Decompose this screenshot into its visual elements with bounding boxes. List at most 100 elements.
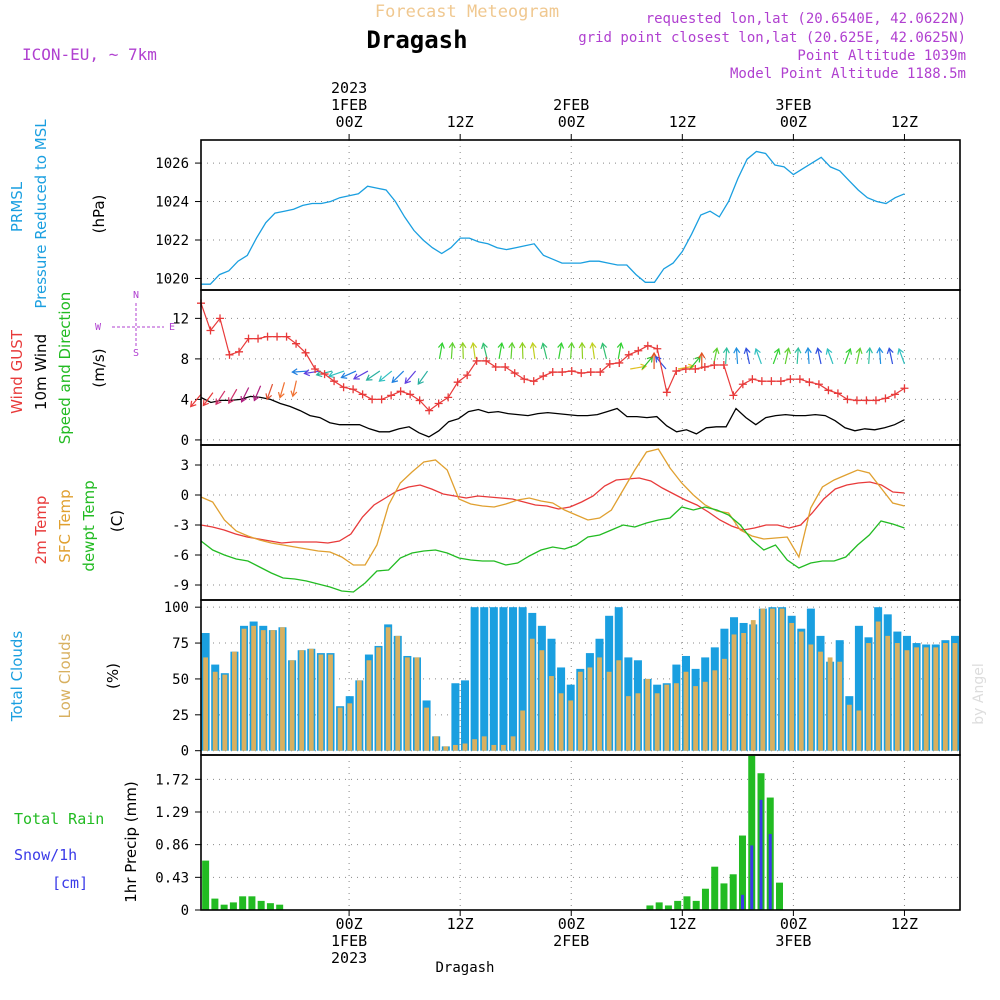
wind-arrow bbox=[279, 382, 286, 398]
low-cloud-bar bbox=[789, 622, 795, 751]
gust-marker bbox=[786, 375, 795, 384]
gust-marker bbox=[596, 368, 605, 377]
gust-marker bbox=[615, 358, 624, 367]
gust-marker bbox=[624, 350, 633, 359]
rain-bar bbox=[748, 755, 756, 910]
low-cloud-bar bbox=[520, 710, 526, 751]
precip-ytick-label: 0.86 bbox=[155, 838, 189, 854]
clouds-ytick-label: 50 bbox=[172, 672, 189, 688]
wind-arrow-head bbox=[290, 390, 298, 398]
low-cloud-bar bbox=[808, 644, 814, 751]
wind-arrow-head bbox=[459, 341, 467, 349]
wind-arrow-head bbox=[352, 373, 360, 380]
gust-marker bbox=[453, 378, 462, 387]
wind-arrow-head bbox=[557, 341, 565, 349]
low-cloud-bar bbox=[232, 651, 237, 751]
low-cloud-bar bbox=[606, 671, 612, 751]
low-cloud-bar bbox=[952, 643, 958, 751]
wind-arrow-head bbox=[865, 346, 873, 354]
low-cloud-bar bbox=[750, 620, 756, 751]
low-cloud-bar bbox=[376, 647, 381, 751]
low-cloud-bar bbox=[491, 744, 497, 751]
gust-marker bbox=[510, 369, 519, 378]
low-cloud-bar bbox=[846, 704, 852, 751]
wind-arrow bbox=[241, 387, 250, 403]
low-cloud-bar bbox=[635, 693, 641, 751]
wind-arrow bbox=[725, 347, 728, 364]
temp2m-line bbox=[200, 477, 905, 544]
gust-marker bbox=[719, 360, 728, 369]
low-cloud-bar bbox=[462, 743, 468, 751]
snow-bar bbox=[768, 834, 772, 910]
low-cloud-bar bbox=[798, 631, 804, 751]
rain-bar bbox=[738, 835, 746, 910]
low-cloud-bar bbox=[625, 696, 631, 751]
wind-ytick-label: 12 bbox=[172, 311, 189, 327]
gust-marker bbox=[377, 395, 386, 404]
low-cloud-bar bbox=[904, 650, 910, 751]
gust-marker bbox=[482, 356, 491, 365]
gust-marker bbox=[643, 341, 652, 350]
temperature-ylabel: 2m Temp SFC Temp dewpt Temp (C) bbox=[32, 480, 126, 571]
low-cloud-bar bbox=[741, 633, 747, 751]
gust-marker bbox=[539, 372, 548, 381]
pressure-label-2: Pressure Reduced to MSL bbox=[32, 119, 50, 309]
wind-arrow-head bbox=[540, 342, 548, 350]
low-cloud-bar bbox=[587, 667, 593, 751]
low-cloud-bar bbox=[942, 643, 948, 751]
compass-east: E bbox=[169, 322, 175, 333]
gust-marker bbox=[795, 375, 804, 384]
wind-label-2: 10m Wind bbox=[32, 334, 50, 410]
top-tick-label: 3FEB bbox=[775, 96, 811, 114]
gust-marker bbox=[320, 370, 329, 379]
low-cloud-bar bbox=[702, 681, 708, 751]
low-cloud-bar bbox=[443, 746, 449, 751]
gust-marker bbox=[311, 365, 320, 374]
gust-marker bbox=[852, 396, 861, 405]
wind-arrow-head bbox=[886, 347, 894, 355]
snow-bar bbox=[759, 799, 763, 910]
gust-marker bbox=[349, 385, 358, 394]
top-tick-label: 2023 bbox=[331, 79, 367, 97]
wind-ytick-label: 4 bbox=[181, 392, 189, 408]
rain-bar bbox=[646, 905, 654, 910]
rain-bar bbox=[664, 905, 672, 910]
gust-marker bbox=[738, 380, 747, 389]
low-cloud-bar bbox=[222, 674, 228, 751]
gust-marker bbox=[339, 383, 348, 392]
gust-marker bbox=[396, 387, 405, 396]
pressure-ytick-label: 1022 bbox=[155, 233, 189, 249]
sfc-line bbox=[200, 448, 905, 566]
gust-marker bbox=[729, 391, 738, 400]
bottom-tick-label: 00Z bbox=[780, 915, 807, 933]
bottom-tick-label: 00Z bbox=[336, 915, 363, 933]
low-cloud-bar bbox=[481, 736, 487, 751]
wind-arrow-head bbox=[616, 341, 624, 349]
gust-marker bbox=[843, 395, 852, 404]
wind-arrow bbox=[755, 348, 762, 365]
precip-ylabel: Total Rain Snow/1h [cm] 1hr Precip (mm) bbox=[14, 781, 140, 902]
wind-arrow bbox=[844, 348, 851, 365]
gust-marker bbox=[748, 375, 757, 384]
wind-arrow-head bbox=[265, 393, 273, 401]
gust-marker bbox=[491, 362, 500, 371]
low-cloud-bar bbox=[328, 654, 333, 751]
gridpoint-coords: grid point closest lon,lat (20.625E, 42.… bbox=[578, 30, 966, 46]
rain-bar bbox=[239, 896, 247, 910]
rain-bar bbox=[257, 900, 265, 910]
clouds-label-2: Low Clouds bbox=[56, 633, 74, 718]
gust-marker bbox=[444, 393, 453, 402]
total-cloud-bar bbox=[509, 607, 518, 751]
temp-label-1: 2m Temp bbox=[32, 496, 50, 565]
wind-arrow-head bbox=[417, 378, 424, 386]
wind-arrow bbox=[190, 393, 202, 407]
gust-marker bbox=[254, 334, 263, 343]
wind-arrow-head bbox=[519, 341, 527, 349]
rain-bar bbox=[655, 902, 663, 910]
wind-arrow bbox=[558, 343, 563, 359]
wind-arrow-head bbox=[773, 347, 781, 355]
rain-bar bbox=[692, 900, 700, 910]
wind-ylabel: Wind GUST 10m Wind Speed and Direction (… bbox=[8, 292, 108, 445]
